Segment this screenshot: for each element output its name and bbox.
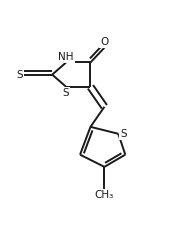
Text: CH₃: CH₃ bbox=[95, 190, 114, 200]
Text: NH: NH bbox=[58, 52, 74, 62]
Text: S: S bbox=[120, 129, 127, 139]
Text: S: S bbox=[16, 70, 23, 80]
Text: O: O bbox=[100, 37, 109, 47]
Text: S: S bbox=[63, 88, 69, 98]
